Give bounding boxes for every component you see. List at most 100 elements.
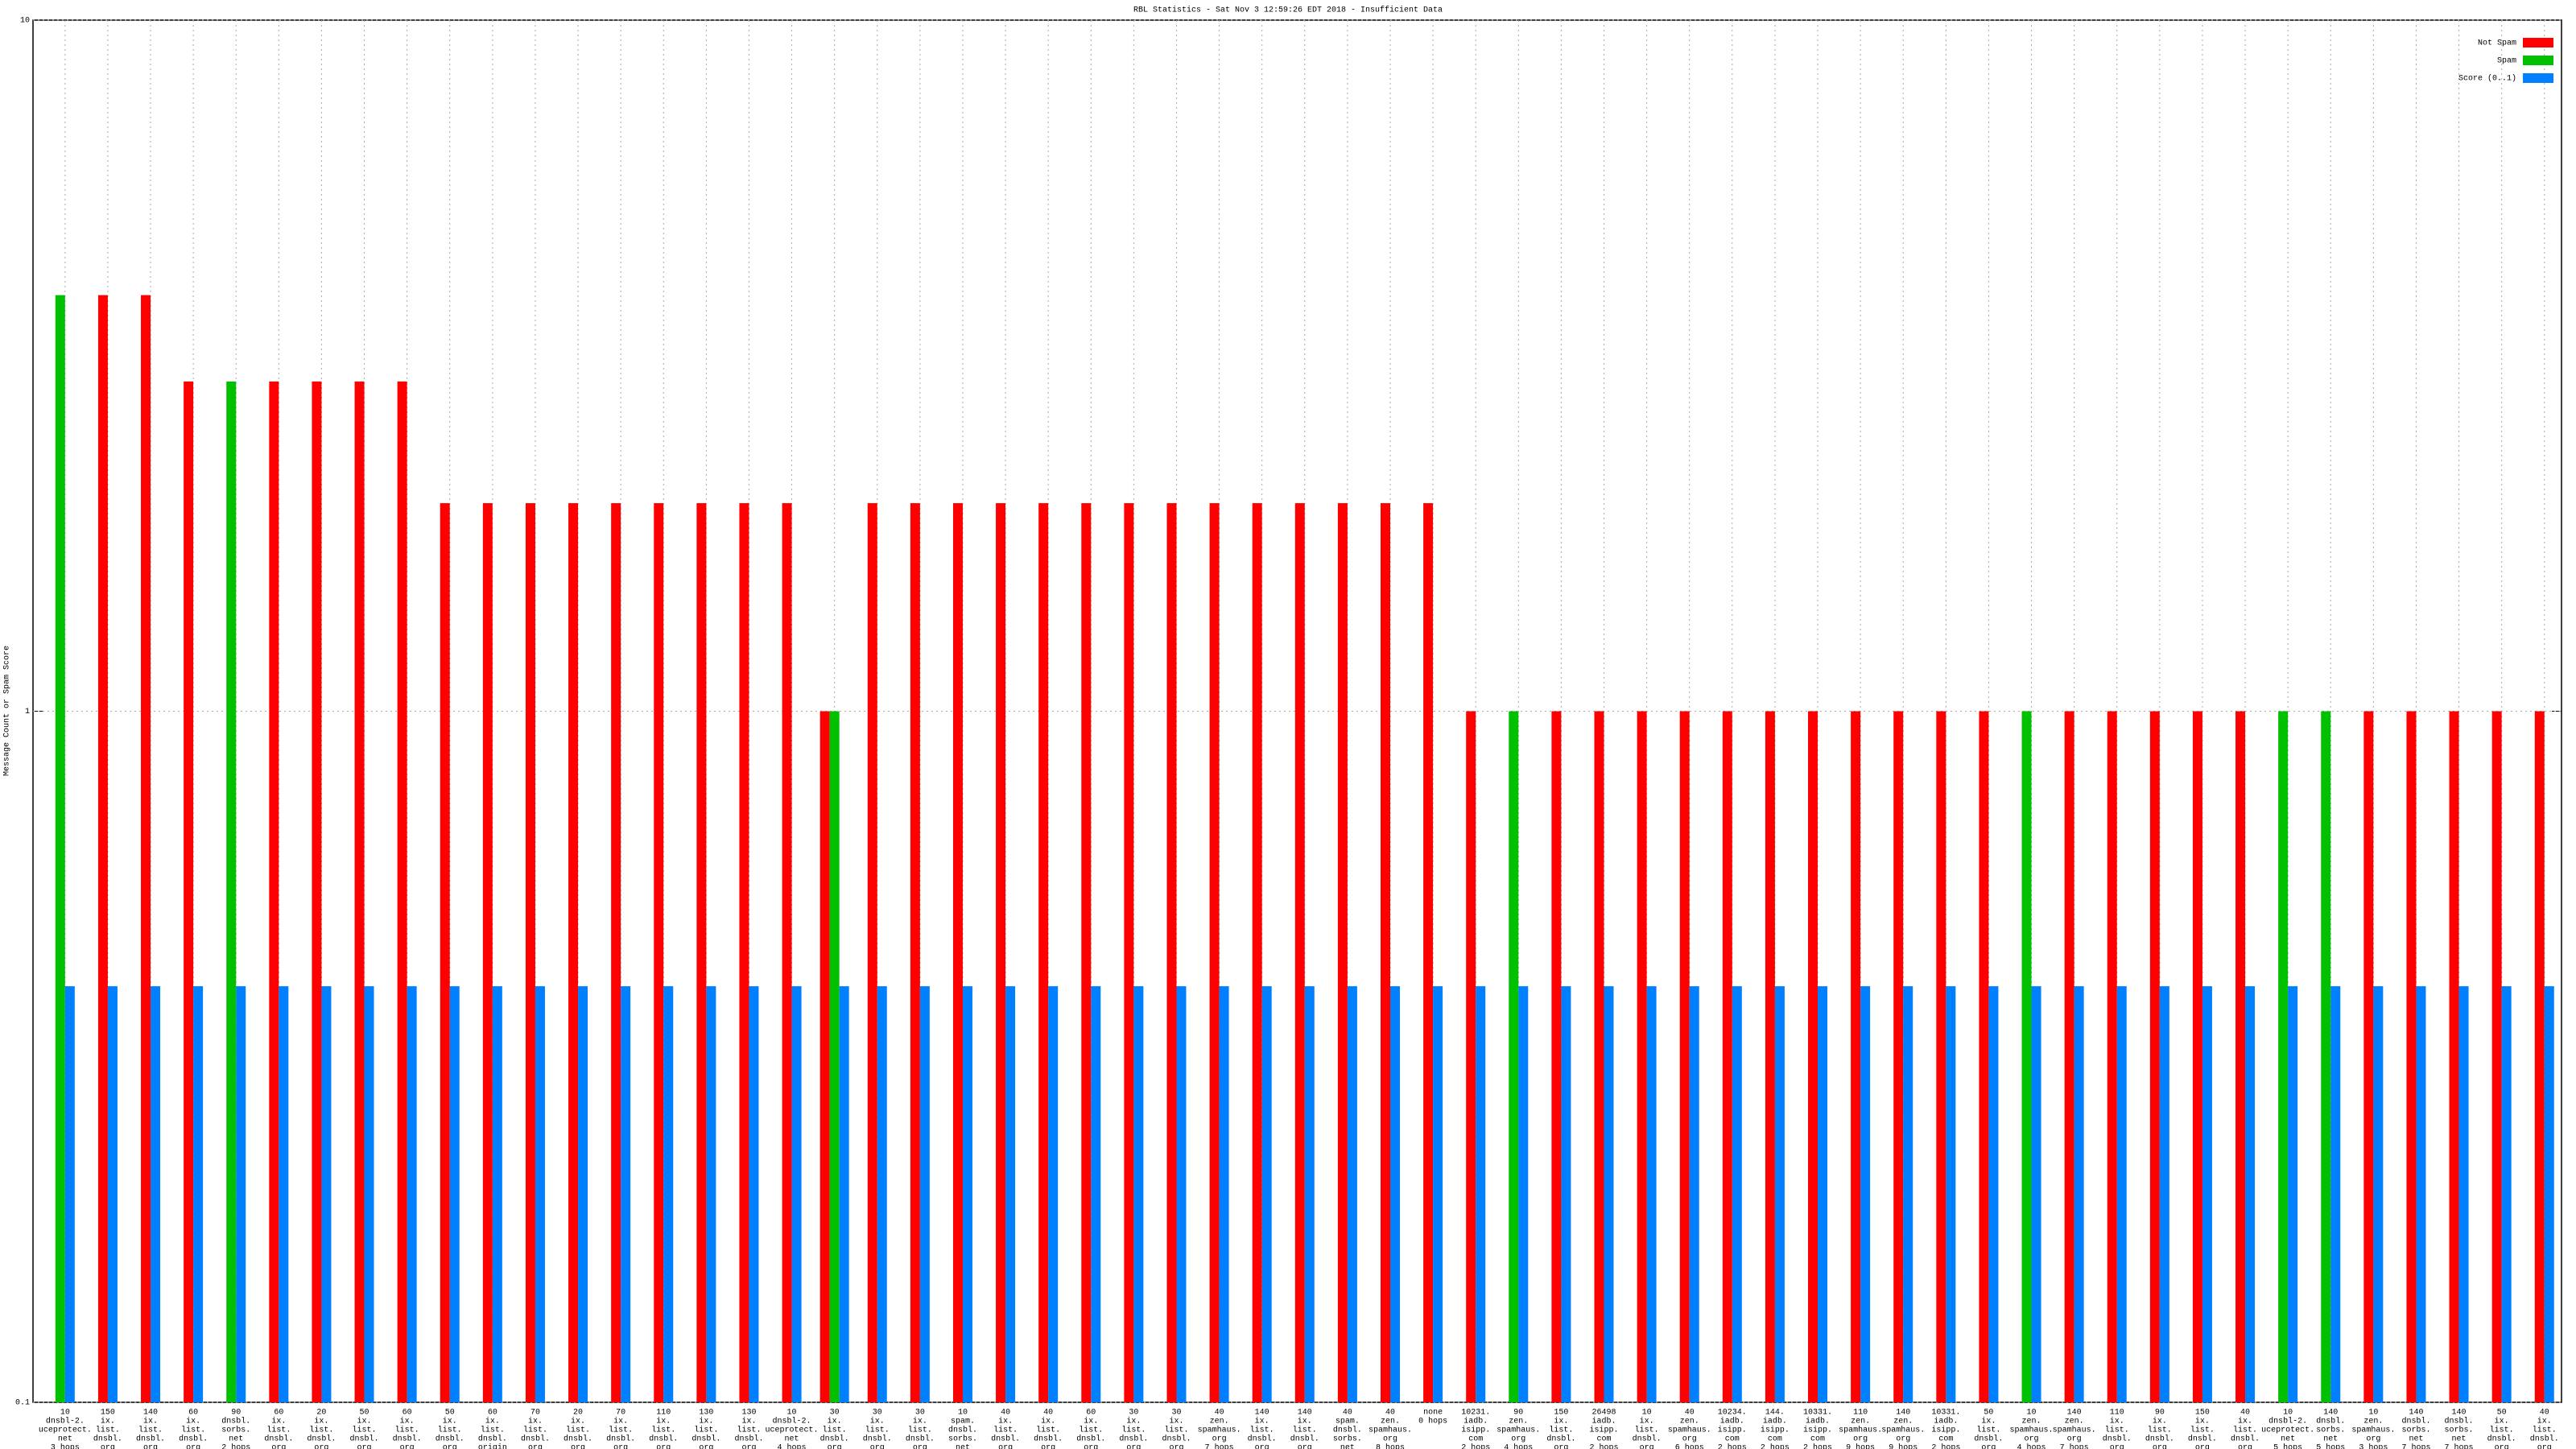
bar	[482, 503, 493, 1403]
x-tick-label: 4 hops	[1504, 1443, 1533, 1449]
x-tick-label: dnsbl.	[2103, 1435, 2132, 1444]
bar	[1774, 986, 1785, 1402]
x-tick-label: list.	[609, 1426, 633, 1435]
x-tick-label: org	[1640, 1444, 1654, 1449]
x-tick-label: 50	[2497, 1409, 2507, 1418]
x-tick-label: 10234.	[1718, 1409, 1747, 1418]
x-tick-label: ix.	[913, 1417, 927, 1426]
bar	[867, 503, 877, 1403]
bar	[1722, 711, 1732, 1402]
bar	[397, 381, 407, 1403]
x-tick-label: list.	[737, 1426, 761, 1435]
x-tick-label: list.	[823, 1426, 847, 1435]
bar	[2544, 986, 2554, 1402]
x-tick-label: 5 hops	[2316, 1443, 2345, 1449]
bar	[910, 503, 920, 1403]
bar	[962, 986, 972, 1402]
x-tick-label: 140	[143, 1409, 158, 1418]
bar	[829, 711, 840, 1402]
bar	[1389, 986, 1400, 1402]
x-tick-label: dnsbl.	[1333, 1426, 1362, 1435]
x-tick-label: org	[1383, 1435, 1397, 1444]
x-tick-label: org	[1554, 1444, 1568, 1449]
x-tick-label: 40	[1343, 1409, 1352, 1418]
x-tick-label: org	[2495, 1444, 2509, 1449]
bar	[578, 986, 588, 1402]
x-tick-label: net	[2409, 1435, 2423, 1444]
x-tick-label: dnsbl.	[264, 1435, 293, 1444]
x-tick-label: org	[1853, 1435, 1868, 1444]
bar	[236, 986, 246, 1402]
x-tick-label: iadb.	[1763, 1417, 1787, 1426]
bar	[2074, 986, 2084, 1402]
x-tick-label: ix.	[2195, 1417, 2210, 1426]
x-tick-label: 7 hops	[2060, 1443, 2089, 1449]
x-tick-label: dnsbl.	[221, 1417, 250, 1426]
bar	[279, 986, 289, 1402]
x-tick-label: org	[1169, 1444, 1183, 1449]
x-tick-label: org	[1981, 1444, 1996, 1449]
x-tick-label: org	[143, 1444, 158, 1449]
x-tick-label: com	[1725, 1435, 1740, 1444]
x-tick-label: ix.	[1981, 1417, 1996, 1426]
x-tick-label: ix.	[314, 1417, 328, 1426]
bar	[1124, 503, 1134, 1403]
bar	[2192, 711, 2202, 1402]
x-tick-label: 4 hops	[2017, 1443, 2046, 1449]
bar	[996, 503, 1006, 1403]
bar	[2321, 711, 2331, 1402]
x-tick-label: 60	[1086, 1409, 1096, 1418]
x-tick-label: 2 hops	[1803, 1443, 1832, 1449]
x-tick-label: list.	[523, 1426, 547, 1435]
x-tick-label: 8 hops	[1376, 1443, 1405, 1449]
x-tick-label: dnsbl.	[820, 1435, 849, 1444]
x-tick-label: org	[1041, 1444, 1055, 1449]
x-tick-label: list.	[1121, 1426, 1146, 1435]
bar	[1219, 986, 1229, 1402]
x-tick-label: dnsbl.	[734, 1435, 763, 1444]
x-tick-label: 70	[530, 1409, 540, 1418]
x-tick-label: net	[956, 1444, 970, 1449]
x-tick-label: ix.	[443, 1417, 457, 1426]
x-tick-label: dnsbl.	[948, 1426, 977, 1435]
x-tick-label: org	[2153, 1444, 2167, 1449]
x-tick-label: dnsbl.	[2487, 1435, 2516, 1444]
x-tick-label: 9 hops	[1889, 1443, 1918, 1449]
bar	[1466, 711, 1476, 1402]
bar	[1689, 986, 1699, 1402]
bar	[1091, 986, 1101, 1402]
bar	[1261, 986, 1272, 1402]
bar	[1604, 986, 1614, 1402]
bar	[2149, 711, 2160, 1402]
x-tick-label: ix.	[1041, 1417, 1055, 1426]
x-tick-label: 2 hops	[1718, 1443, 1747, 1449]
x-tick-label: 140	[1255, 1409, 1269, 1418]
x-tick-label: spamhaus.	[1368, 1426, 1412, 1435]
x-tick-label: 10231.	[1461, 1409, 1490, 1418]
x-tick-label: list.	[1635, 1426, 1659, 1435]
x-tick-label: list.	[438, 1426, 462, 1435]
x-tick-label: 2 hops	[1590, 1443, 1619, 1449]
x-tick-label: dnsbl.	[2231, 1435, 2260, 1444]
bar	[621, 986, 631, 1402]
x-tick-label: ix.	[998, 1417, 1013, 1426]
x-tick-label: 10	[1642, 1409, 1652, 1418]
x-tick-label: 140	[2067, 1409, 2082, 1418]
x-tick-label: spamhaus.	[1668, 1426, 1711, 1435]
x-tick-label: org	[101, 1444, 115, 1449]
x-tick-label: zen.	[1210, 1418, 1229, 1426]
x-tick-label: dnsbl.	[2145, 1435, 2174, 1444]
x-tick-label: isipp.	[1761, 1426, 1790, 1435]
bar	[2416, 986, 2426, 1402]
x-tick-label: dnsbl.	[350, 1435, 379, 1444]
x-tick-label: 0 hops	[1418, 1417, 1447, 1426]
x-tick-label: dnsbl.	[1633, 1435, 1662, 1444]
x-tick-label: org	[1298, 1444, 1312, 1449]
x-tick-label: 30	[830, 1409, 840, 1418]
bar	[2534, 711, 2545, 1402]
x-tick-label: com	[1810, 1435, 1825, 1444]
bar	[749, 986, 759, 1402]
bar	[739, 503, 749, 1403]
x-tick-label: com	[1597, 1435, 1612, 1444]
x-tick-label: list.	[2490, 1426, 2514, 1435]
